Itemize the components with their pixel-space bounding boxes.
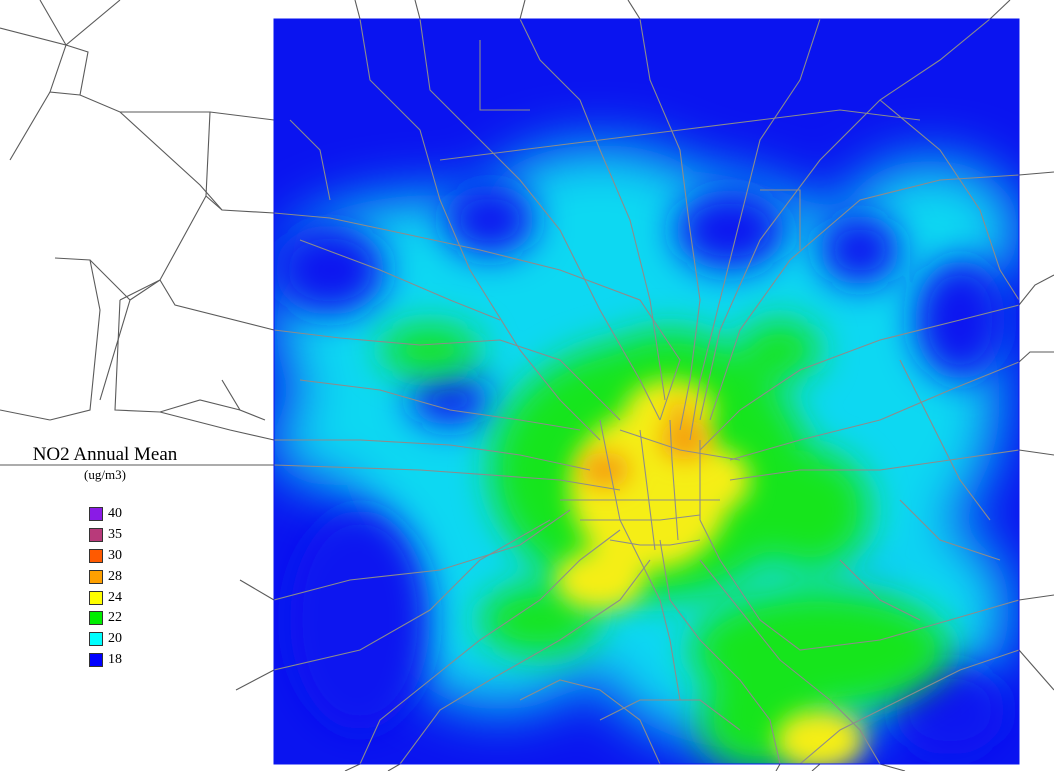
legend-label: 18 bbox=[108, 651, 122, 667]
legend-list: 40 35 30 28 24 22 20 18 bbox=[89, 504, 122, 670]
legend-units: (ug/m3) bbox=[84, 467, 126, 482]
legend-swatch bbox=[89, 528, 103, 543]
legend: NO2 Annual Mean (ug/m3) 40 35 30 28 24 2… bbox=[0, 444, 210, 667]
legend-swatch bbox=[89, 590, 103, 605]
legend-title: NO2 Annual Mean bbox=[32, 444, 178, 465]
model-grid-border bbox=[273, 18, 1020, 765]
legend-item: 22 bbox=[89, 608, 122, 629]
legend-label: 35 bbox=[108, 527, 122, 543]
legend-swatch bbox=[89, 507, 103, 522]
legend-item: 40 bbox=[89, 504, 122, 525]
legend-swatch bbox=[89, 569, 103, 584]
legend-item: 20 bbox=[89, 629, 122, 650]
legend-swatch bbox=[89, 611, 103, 626]
legend-label: 22 bbox=[108, 610, 122, 626]
legend-item: 18 bbox=[89, 650, 122, 671]
legend-item: 28 bbox=[89, 566, 122, 587]
legend-label: 30 bbox=[108, 547, 122, 563]
legend-label: 20 bbox=[108, 631, 122, 647]
legend-item: 35 bbox=[89, 525, 122, 546]
legend-swatch bbox=[89, 652, 103, 667]
legend-label: 28 bbox=[108, 568, 122, 584]
orange-hotspots bbox=[580, 400, 710, 488]
green-zone bbox=[380, 320, 950, 764]
legend-swatch bbox=[89, 548, 103, 563]
inner-road-network bbox=[274, 19, 1019, 764]
legend-item: 24 bbox=[89, 587, 122, 608]
legend-label: 40 bbox=[108, 506, 122, 522]
legend-swatch bbox=[89, 632, 103, 647]
legend-label: 24 bbox=[108, 589, 122, 605]
legend-item: 30 bbox=[89, 546, 122, 567]
